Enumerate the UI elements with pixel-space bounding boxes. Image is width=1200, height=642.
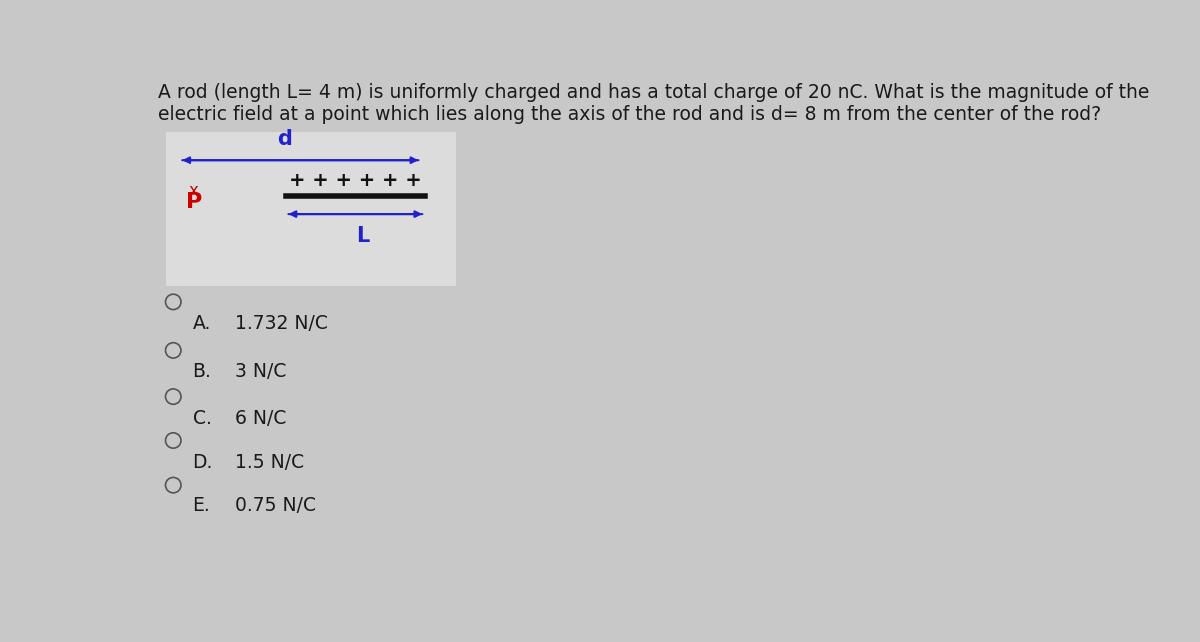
Text: 1.5 N/C: 1.5 N/C <box>235 453 305 471</box>
Text: d: d <box>277 130 293 150</box>
Text: L: L <box>356 227 370 247</box>
Text: 6 N/C: 6 N/C <box>235 409 287 428</box>
Text: B.: B. <box>193 363 211 381</box>
Text: P: P <box>186 192 202 212</box>
Text: A.: A. <box>193 314 211 333</box>
Text: E.: E. <box>193 496 210 516</box>
Text: D.: D. <box>193 453 214 471</box>
Text: 0.75 N/C: 0.75 N/C <box>235 496 317 516</box>
Bar <box>166 132 456 286</box>
Text: 3 N/C: 3 N/C <box>235 363 287 381</box>
Text: C.: C. <box>193 409 211 428</box>
Text: x: x <box>188 182 199 200</box>
Text: + + + + + +: + + + + + + <box>289 171 421 191</box>
Text: 1.732 N/C: 1.732 N/C <box>235 314 328 333</box>
Text: A rod (length L= 4 m) is uniformly charged and has a total charge of 20 nC. What: A rod (length L= 4 m) is uniformly charg… <box>157 83 1150 124</box>
